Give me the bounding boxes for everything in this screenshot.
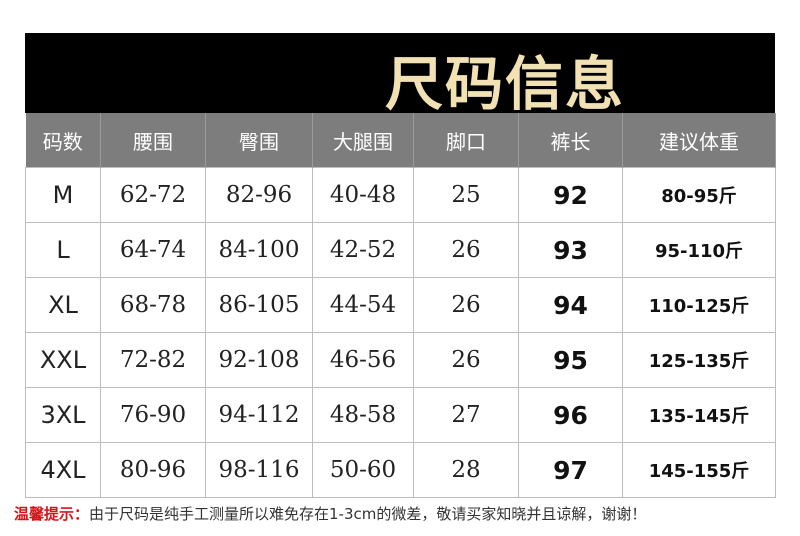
table-cell: XL bbox=[25, 277, 101, 333]
table-cell: 62-72 bbox=[100, 167, 206, 223]
column-header: 腰围 bbox=[100, 113, 206, 168]
table-cell: 92-108 bbox=[205, 332, 313, 388]
column-header: 大腿围 bbox=[312, 113, 414, 168]
table-cell: 93 bbox=[518, 222, 623, 278]
table-cell: 135-145斤 bbox=[622, 387, 776, 443]
table-cell: 76-90 bbox=[100, 387, 206, 443]
table-cell: 26 bbox=[413, 222, 519, 278]
table-cell: 72-82 bbox=[100, 332, 206, 388]
table-cell: 82-96 bbox=[205, 167, 313, 223]
table-cell: 92 bbox=[518, 167, 623, 223]
table-cell: 97 bbox=[518, 442, 623, 498]
table-cell: 80-96 bbox=[100, 442, 206, 498]
notice-text: 由于尺码是纯手工测量所以难免存在1-3cm的微差，敬请买家知晓并且谅解，谢谢！ bbox=[89, 505, 647, 523]
table-cell: 28 bbox=[413, 442, 519, 498]
table-cell: 94-112 bbox=[205, 387, 313, 443]
table-cell: 42-52 bbox=[312, 222, 414, 278]
table-row: XXL 72-82 92-108 46-56 26 95 125-135斤 bbox=[25, 332, 776, 388]
table-cell: 110-125斤 bbox=[622, 277, 776, 333]
table-cell: 25 bbox=[413, 167, 519, 223]
table-cell: M bbox=[25, 167, 101, 223]
table-cell: 95 bbox=[518, 332, 623, 388]
table-cell: 26 bbox=[413, 332, 519, 388]
table-cell: 40-48 bbox=[312, 167, 414, 223]
table-cell: 125-135斤 bbox=[622, 332, 776, 388]
table-cell: 50-60 bbox=[312, 442, 414, 498]
column-header: 建议体重 bbox=[622, 113, 776, 168]
table-cell: 95-110斤 bbox=[622, 222, 776, 278]
column-header: 臀围 bbox=[205, 113, 313, 168]
title-banner: 尺码信息 bbox=[25, 33, 775, 118]
table-cell: 94 bbox=[518, 277, 623, 333]
table-cell: 80-95斤 bbox=[622, 167, 776, 223]
column-header: 脚口 bbox=[413, 113, 519, 168]
table-cell: 3XL bbox=[25, 387, 101, 443]
table-cell: XXL bbox=[25, 332, 101, 388]
column-header: 码数 bbox=[25, 113, 101, 168]
table-row: 4XL 80-96 98-116 50-60 28 97 145-155斤 bbox=[25, 442, 776, 498]
table-cell: 26 bbox=[413, 277, 519, 333]
table-row: M 62-72 82-96 40-48 25 92 80-95斤 bbox=[25, 167, 776, 223]
table-cell: 98-116 bbox=[205, 442, 313, 498]
table-cell: 44-54 bbox=[312, 277, 414, 333]
notice: 温馨提示：由于尺码是纯手工测量所以难免存在1-3cm的微差，敬请买家知晓并且谅解… bbox=[14, 503, 646, 524]
table-cell: 145-155斤 bbox=[622, 442, 776, 498]
notice-lead: 温馨提示： bbox=[14, 505, 90, 523]
table-cell: 4XL bbox=[25, 442, 101, 498]
table-row: L 64-74 84-100 42-52 26 93 95-110斤 bbox=[25, 222, 776, 278]
table-cell: 46-56 bbox=[312, 332, 414, 388]
table-cell: 84-100 bbox=[205, 222, 313, 278]
table-row: XL 68-78 86-105 44-54 26 94 110-125斤 bbox=[25, 277, 776, 333]
table-cell: L bbox=[25, 222, 101, 278]
table-cell: 68-78 bbox=[100, 277, 206, 333]
table-row: 3XL 76-90 94-112 48-58 27 96 135-145斤 bbox=[25, 387, 776, 443]
page-title: 尺码信息 bbox=[385, 50, 626, 118]
table-cell: 48-58 bbox=[312, 387, 414, 443]
table-cell: 96 bbox=[518, 387, 623, 443]
table-cell: 27 bbox=[413, 387, 519, 443]
table-cell: 64-74 bbox=[100, 222, 206, 278]
table-header-row: 码数 腰围 臀围 大腿围 脚口 裤长 建议体重 bbox=[25, 113, 776, 168]
column-header: 裤长 bbox=[518, 113, 623, 168]
size-table: 码数 腰围 臀围 大腿围 脚口 裤长 建议体重 M 62-72 82-96 40-48 25 92 80… bbox=[25, 113, 776, 498]
table-cell: 86-105 bbox=[205, 277, 313, 333]
